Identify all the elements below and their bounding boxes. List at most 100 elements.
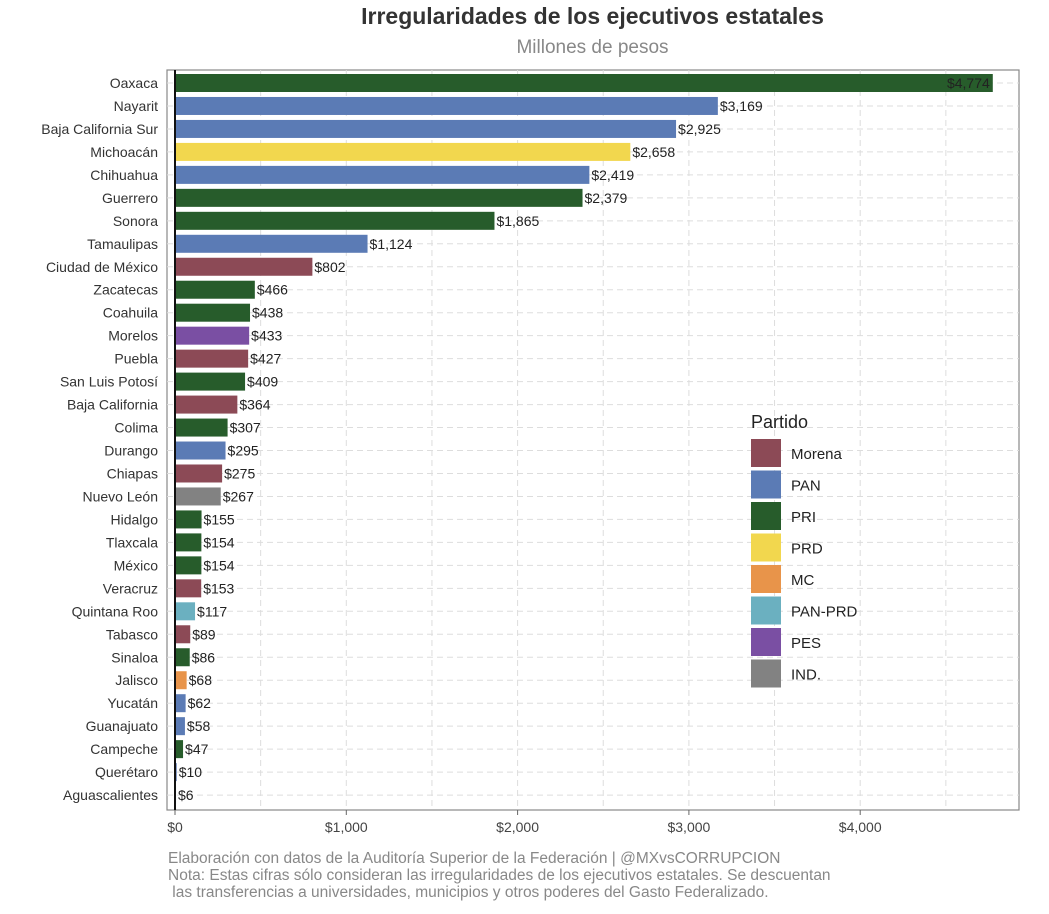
- legend-label: IND.: [791, 667, 821, 684]
- legend-swatch: [751, 596, 781, 625]
- bar-chart: Oaxaca $4,774 Nayarit $3,169 Baja California…: [41, 69, 1020, 835]
- data-label: $364: [239, 397, 270, 413]
- bar: [175, 303, 251, 322]
- category-label: Sinaloa: [111, 649, 158, 665]
- category-label: Veracruz: [103, 580, 158, 596]
- bar: [175, 257, 313, 276]
- category-label: Guanajuato: [86, 718, 159, 734]
- category-label: Puebla: [114, 351, 158, 367]
- category-label: Nuevo León: [82, 488, 158, 504]
- data-label: $267: [223, 488, 254, 504]
- chart-subtitle: Millones de pesos: [516, 37, 669, 58]
- category-label: Tabasco: [106, 626, 158, 642]
- data-label: $62: [188, 695, 212, 711]
- bar: [175, 188, 583, 207]
- category-label: Nayarit: [114, 98, 158, 114]
- bar: [175, 211, 495, 230]
- x-tick-label: $0: [167, 819, 183, 835]
- bar: [175, 234, 368, 253]
- bar: [175, 648, 190, 667]
- category-label: Zacatecas: [93, 282, 158, 298]
- data-label: $427: [250, 351, 281, 367]
- legend-swatch: [751, 565, 781, 593]
- data-label: $4,774: [947, 75, 990, 91]
- bar: [175, 717, 185, 736]
- data-label: $47: [185, 741, 209, 757]
- data-label: $2,658: [632, 144, 675, 160]
- bar: [175, 142, 631, 161]
- category-label: Coahuila: [103, 305, 158, 321]
- category-label: Yucatán: [107, 695, 158, 711]
- data-label: $1,124: [370, 236, 413, 252]
- disclaimer-note-line-1: Nota: Estas cifras sólo consideran las i…: [168, 867, 831, 884]
- bar: [175, 119, 677, 138]
- bar: [175, 671, 187, 690]
- chart-footer: Elaboración con datos de la Auditoría Su…: [168, 850, 831, 901]
- data-label: $2,419: [591, 167, 634, 183]
- data-label: $1,865: [496, 213, 539, 229]
- category-label: Michoacán: [90, 144, 158, 160]
- category-label: Baja California: [67, 397, 158, 413]
- x-tick-label: $3,000: [667, 819, 710, 835]
- category-label: Campeche: [90, 741, 158, 757]
- data-label: $2,379: [585, 190, 628, 206]
- bar: [175, 602, 196, 621]
- bar: [175, 464, 223, 483]
- data-label: $409: [247, 374, 278, 390]
- category-label: México: [114, 557, 159, 573]
- category-label: Aguascalientes: [63, 787, 158, 803]
- source-note: Elaboración con datos de la Auditoría Su…: [168, 850, 781, 867]
- category-label: Morelos: [108, 328, 158, 344]
- category-label: Chihuahua: [90, 167, 158, 183]
- data-label: $68: [189, 672, 213, 688]
- data-label: $154: [203, 557, 234, 573]
- plot-panel: [166, 69, 1020, 811]
- data-label: $10: [179, 764, 203, 780]
- disclaimer-note-line-2: las transferencias a universidades, muni…: [168, 884, 769, 901]
- data-label: $466: [257, 282, 288, 298]
- legend-swatch: [751, 659, 781, 688]
- data-label: $117: [197, 603, 227, 619]
- bar: [175, 510, 202, 529]
- bar: [175, 280, 255, 299]
- legend-swatch: [751, 439, 781, 467]
- bar: [175, 625, 191, 644]
- data-label: $802: [314, 259, 345, 275]
- bar: [175, 694, 186, 713]
- category-label: Quintana Roo: [72, 603, 159, 619]
- legend-title: Partido: [751, 412, 808, 432]
- category-label: Guerrero: [102, 190, 158, 206]
- bar: [175, 740, 184, 759]
- legend-swatch: [751, 533, 781, 562]
- data-label: $433: [251, 328, 282, 344]
- bar: [175, 418, 228, 437]
- legend-label: PRD: [791, 541, 823, 558]
- category-label: Chiapas: [107, 465, 158, 481]
- data-label: $155: [204, 511, 235, 527]
- legend-label: MC: [791, 572, 814, 589]
- chart-title: Irregularidades de los ejecutivos estata…: [361, 3, 824, 29]
- bar: [175, 556, 202, 575]
- data-label: $3,169: [720, 98, 763, 114]
- category-label: Ciudad de México: [46, 259, 158, 275]
- category-label: San Luis Potosí: [60, 374, 158, 390]
- bar: [175, 165, 590, 184]
- legend-swatch: [751, 502, 781, 530]
- data-label: $438: [252, 305, 283, 321]
- category-label: Tamaulipas: [87, 236, 158, 252]
- bar: [175, 326, 250, 345]
- category-label: Baja California Sur: [41, 121, 158, 137]
- data-label: $89: [192, 626, 216, 642]
- data-label: $154: [203, 534, 234, 550]
- bar: [175, 74, 993, 92]
- category-label: Durango: [104, 443, 158, 459]
- legend-label: PAN: [791, 478, 821, 495]
- legend-label: Morena: [791, 446, 843, 463]
- bar: [175, 372, 246, 391]
- data-label: $295: [228, 443, 259, 459]
- category-label: Colima: [114, 420, 158, 436]
- legend-label: PRI: [791, 509, 816, 526]
- x-tick-label: $2,000: [496, 819, 539, 835]
- data-label: $6: [178, 787, 194, 803]
- x-tick-label: $4,000: [839, 819, 882, 835]
